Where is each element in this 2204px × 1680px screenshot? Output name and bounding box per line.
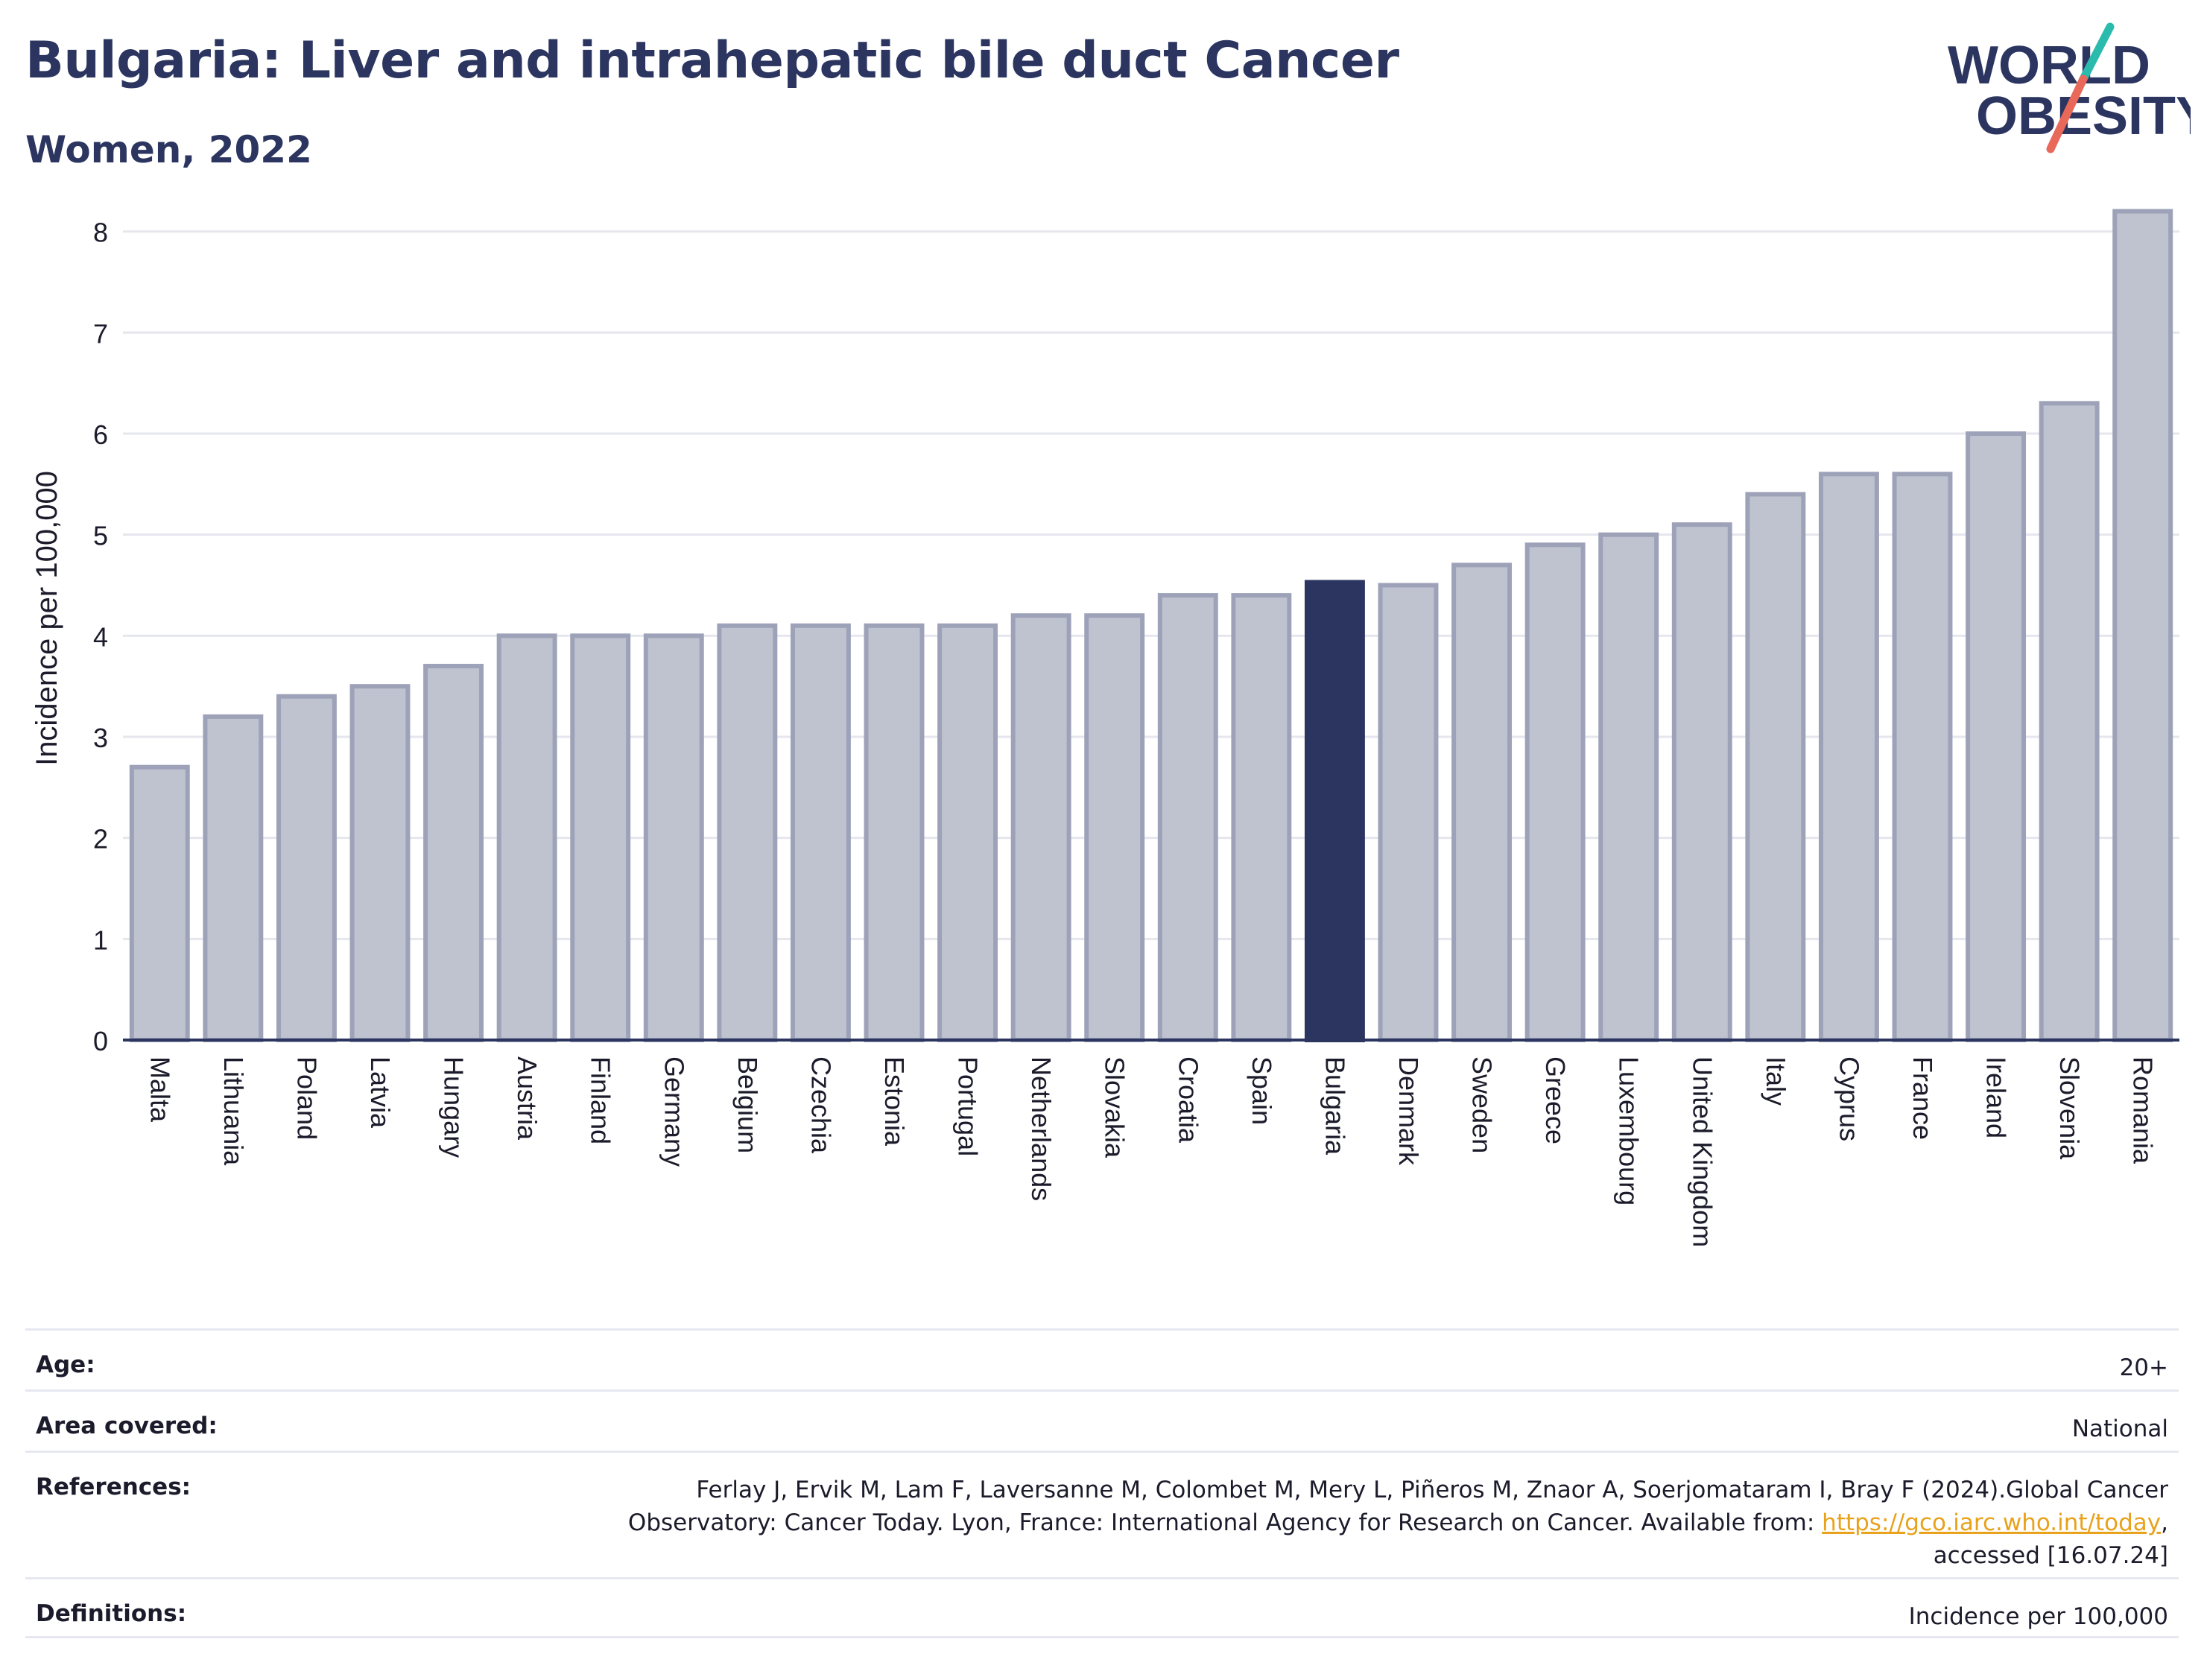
bar-romania: [2112, 209, 2173, 1042]
x-tick-label: France: [1907, 1056, 1938, 1140]
logo-word-obesity: OBESITY: [1976, 86, 2191, 146]
bar-latvia: [349, 684, 411, 1042]
y-tick-label: 8: [93, 218, 108, 248]
area-label: Area covered:: [36, 1413, 218, 1439]
bar-malta: [129, 764, 190, 1042]
references-line-2: Observatory: Cancer Today. Lyon, France:…: [627, 1509, 1823, 1536]
bar-poland: [276, 694, 337, 1043]
bar-hungary: [423, 664, 484, 1043]
logo-word-world: WORLD: [1948, 36, 2150, 95]
bar-sweden: [1451, 562, 1513, 1042]
bar-lithuania: [203, 714, 264, 1042]
x-tick-label: Austria: [512, 1056, 542, 1141]
x-tick-label: Romania: [2128, 1056, 2159, 1164]
bar-slovakia: [1084, 613, 1145, 1042]
info-table: Age: 20+ Area covered: National Referenc…: [25, 1328, 2179, 1638]
y-tick-label: 5: [93, 521, 108, 551]
bar-bulgaria: [1304, 580, 1365, 1042]
x-tick-label: Poland: [291, 1056, 322, 1140]
x-tick-label: United Kingdom: [1687, 1056, 1717, 1247]
y-tick-label: 3: [93, 723, 108, 753]
bar-cyprus: [1818, 472, 1879, 1042]
info-row-area: Area covered: National: [25, 1389, 2179, 1451]
bar-greece: [1524, 542, 1586, 1043]
x-tick-label: Estonia: [879, 1056, 910, 1147]
x-tick-label: Czechia: [805, 1056, 836, 1154]
x-tick-label: Belgium: [732, 1056, 763, 1153]
bar-germany: [643, 633, 704, 1042]
x-tick-label: Lithuania: [218, 1056, 249, 1166]
bar-spain: [1231, 593, 1292, 1042]
references-line-2-end: ,: [2161, 1509, 2168, 1536]
bar-croatia: [1157, 593, 1218, 1042]
logo-slash-teal: [2079, 22, 2115, 83]
bar-ireland: [1966, 431, 2027, 1042]
x-tick-label: Ireland: [1981, 1056, 2012, 1138]
y-tick-labels: 0 1 2 3 4 5 6 7 8: [93, 218, 108, 1056]
bar-united-kingdom: [1671, 522, 1732, 1042]
x-tick-label: Portugal: [953, 1056, 984, 1156]
x-tick-label: Cyprus: [1834, 1056, 1864, 1141]
references-line-3: accessed [16.07.24]: [1933, 1542, 2168, 1569]
logo-slash-coral: [2046, 75, 2088, 153]
x-tick-labels: Malta Lithuania Poland Latvia Hungary Austria…: [145, 1056, 2158, 1247]
definitions-label: Definitions:: [36, 1600, 187, 1627]
y-tick-label: 7: [93, 318, 108, 349]
y-axis-label: Incidence per 100,000: [31, 471, 63, 766]
bar-netherlands: [1010, 613, 1071, 1042]
bar-italy: [1745, 492, 1806, 1042]
references-link[interactable]: https://gco.iarc.who.int/today: [1822, 1509, 2162, 1536]
x-tick-label: Slovenia: [2054, 1056, 2085, 1160]
x-tick-label: Netherlands: [1026, 1056, 1057, 1201]
x-tick-label: Hungary: [439, 1056, 469, 1158]
bar-belgium: [717, 623, 778, 1042]
x-tick-label: Latvia: [365, 1056, 396, 1129]
chart-title: Bulgaria: Liver and intrahepatic bile du…: [25, 31, 1399, 90]
references-line-1: Ferlay J, Ervik M, Lam F, Laversanne M, …: [696, 1477, 2168, 1503]
x-tick-label: Greece: [1540, 1056, 1571, 1144]
x-tick-label: Luxembourg: [1614, 1056, 1644, 1205]
bars: [129, 209, 2173, 1043]
references-value: Ferlay J, Ervik M, Lam F, Laversanne M, …: [628, 1474, 2168, 1577]
chart-subtitle: Women, 2022: [25, 128, 312, 171]
y-tick-label: 1: [93, 925, 108, 955]
bar-chart: Incidence per 100,000 0 1 2 3 4 5 6 7 8 Malta Lit…: [31, 209, 2179, 1247]
bar-denmark: [1378, 583, 1439, 1042]
x-tick-label: Italy: [1761, 1056, 1791, 1106]
x-tick-label: Germany: [659, 1056, 689, 1167]
y-tick-label: 4: [93, 621, 108, 652]
x-tick-label: Croatia: [1173, 1056, 1203, 1144]
bar-france: [1892, 472, 1953, 1042]
x-tick-label: Bulgaria: [1320, 1056, 1350, 1156]
bar-finland: [570, 633, 631, 1042]
age-label: Age:: [36, 1351, 95, 1378]
y-tick-label: 6: [93, 419, 108, 450]
definitions-value: Incidence per 100,000: [1908, 1603, 2168, 1630]
y-tick-label: 0: [93, 1026, 108, 1056]
info-row-references: References: Ferlay J, Ervik M, Lam F, La…: [25, 1451, 2179, 1577]
bar-slovenia: [2039, 401, 2100, 1042]
x-tick-label: Spain: [1247, 1056, 1277, 1125]
x-tick-label: Slovakia: [1100, 1056, 1130, 1158]
age-value: 20+: [2119, 1354, 2168, 1381]
x-tick-label: Sweden: [1467, 1056, 1498, 1153]
bar-czechia: [790, 623, 851, 1042]
world-obesity-logo: WORLD OBESITY: [1948, 22, 2191, 153]
area-value: National: [2071, 1416, 2168, 1442]
x-tick-label: Denmark: [1393, 1056, 1424, 1166]
references-label: References:: [36, 1474, 191, 1500]
x-tick-label: Finland: [586, 1056, 616, 1144]
info-row-age: Age: 20+: [25, 1328, 2179, 1389]
y-tick-label: 2: [93, 824, 108, 855]
bar-austria: [496, 633, 557, 1042]
bar-estonia: [864, 623, 925, 1042]
bar-luxembourg: [1598, 532, 1659, 1042]
info-row-definitions: Definitions: Incidence per 100,000: [25, 1577, 2179, 1638]
x-tick-label: Malta: [145, 1056, 175, 1123]
bar-portugal: [937, 623, 998, 1042]
